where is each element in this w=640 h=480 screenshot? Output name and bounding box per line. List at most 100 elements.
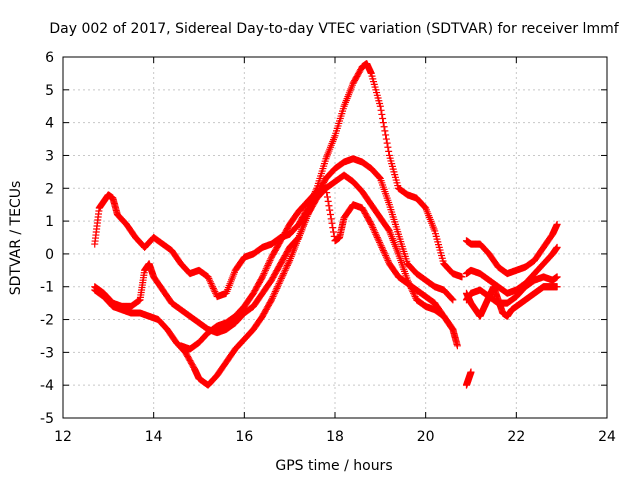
data-point — [327, 215, 335, 223]
data-point — [276, 278, 284, 286]
series-secondary-track — [177, 184, 457, 353]
data-point — [281, 266, 289, 274]
data-point — [449, 296, 457, 304]
y-tick-label: 5 — [45, 83, 54, 99]
y-tick-label: 3 — [45, 148, 54, 164]
data-point — [279, 271, 287, 279]
data-point — [410, 291, 418, 299]
data-point — [268, 296, 276, 304]
y-tick-label: -2 — [40, 313, 54, 329]
data-point — [283, 263, 291, 271]
data-point — [367, 220, 375, 228]
data-point — [553, 283, 561, 291]
grid-lines — [63, 57, 607, 418]
x-tick-label: 24 — [598, 429, 616, 445]
data-point — [263, 263, 271, 271]
data-point — [258, 273, 266, 281]
data-point — [284, 260, 292, 268]
data-point — [206, 278, 214, 286]
data-point — [367, 219, 375, 227]
data-point — [323, 193, 331, 201]
data-point — [274, 283, 282, 291]
data-point — [382, 253, 390, 261]
data-point — [268, 294, 276, 302]
data-point — [381, 250, 389, 258]
data-point — [376, 174, 384, 182]
data-point — [383, 255, 391, 263]
data-point — [277, 275, 285, 283]
data-point — [383, 139, 391, 147]
data-point — [384, 256, 392, 264]
data-point — [377, 242, 385, 250]
data-point — [211, 288, 219, 296]
data-point — [283, 261, 291, 269]
data-point — [262, 265, 270, 273]
data-point — [258, 274, 266, 282]
data-point — [379, 245, 387, 253]
data-point — [375, 237, 383, 245]
data-point — [467, 368, 475, 376]
data-point — [207, 279, 215, 287]
plot-frame — [62, 56, 608, 419]
data-point — [380, 248, 388, 256]
series-late-lower — [462, 273, 561, 307]
y-tick-label: -1 — [40, 280, 54, 296]
data-point — [209, 284, 217, 292]
data-point — [382, 131, 390, 139]
data-point — [259, 271, 267, 279]
data-point — [205, 275, 213, 283]
data-point — [553, 220, 561, 228]
y-tick-label: 6 — [45, 50, 54, 66]
data-point — [378, 110, 386, 118]
series-late-middle — [462, 243, 561, 297]
data-point — [449, 325, 457, 333]
data-point — [553, 273, 561, 281]
y-tick-label: 2 — [45, 181, 54, 197]
data-point — [382, 135, 390, 143]
data-point — [376, 238, 384, 246]
data-point — [377, 106, 385, 114]
data-point — [265, 260, 273, 268]
data-point — [267, 255, 275, 263]
data-point — [447, 294, 455, 302]
data-point — [265, 258, 273, 266]
data-point — [209, 283, 217, 291]
data-point — [322, 184, 330, 192]
data-point — [260, 270, 268, 278]
data-point — [274, 281, 282, 289]
data-point — [373, 232, 381, 240]
x-tick-label: 12 — [54, 429, 72, 445]
data-point — [270, 291, 278, 299]
data-point — [326, 211, 334, 219]
series-late-upper — [462, 220, 561, 278]
data-point — [269, 293, 277, 301]
data-point — [376, 102, 384, 110]
y-tick-label: -4 — [40, 378, 54, 394]
data-point — [382, 252, 390, 260]
y-tick-label: 4 — [45, 116, 54, 132]
data-point — [448, 324, 456, 332]
data-point — [210, 286, 218, 294]
data-point — [369, 224, 377, 232]
data-point — [282, 265, 290, 273]
data-point — [368, 222, 376, 230]
data-point — [329, 224, 337, 232]
data-point — [381, 127, 389, 135]
data-point — [385, 226, 393, 234]
y-tick-label: 1 — [45, 214, 54, 230]
data-point — [280, 270, 288, 278]
data-points — [91, 60, 561, 389]
data-point — [271, 288, 279, 296]
series-outlier — [462, 368, 475, 389]
y-tick-label: 0 — [45, 247, 54, 263]
y-axis-label: SDTVAR / TECUs — [8, 181, 24, 296]
data-point — [328, 219, 336, 227]
data-point — [411, 293, 419, 301]
data-point — [272, 286, 280, 294]
data-point — [326, 206, 334, 214]
data-point — [458, 273, 466, 281]
data-point — [208, 281, 216, 289]
data-point — [372, 230, 380, 238]
